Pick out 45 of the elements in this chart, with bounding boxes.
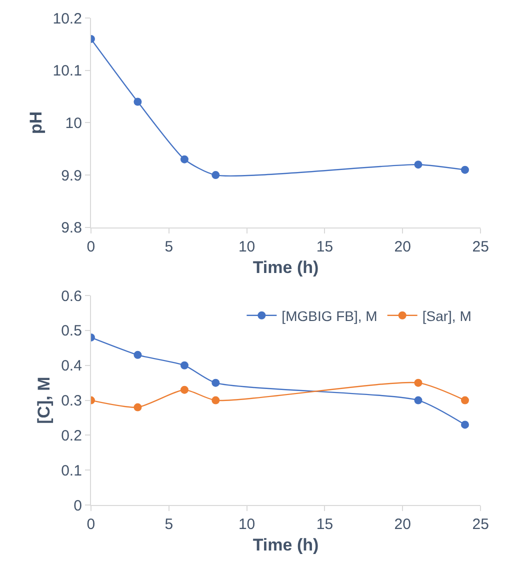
- y-tick-label: 9.9: [61, 167, 82, 184]
- point: [134, 98, 142, 106]
- point: [460, 420, 469, 429]
- x-tick-label: 10: [238, 238, 256, 256]
- y-tick-label: 0.5: [61, 322, 82, 340]
- point: [460, 166, 469, 174]
- x-axis-title: Time (h): [252, 535, 319, 554]
- x-tick-label: 5: [164, 516, 174, 533]
- x-tick-label: 25: [472, 516, 489, 533]
- x-tick-label: 0: [86, 238, 96, 256]
- y-tick-label: 0.4: [61, 358, 82, 375]
- point: [180, 361, 188, 370]
- y-tick-label: 0.3: [61, 392, 82, 410]
- y-tick-label: 10.1: [52, 62, 82, 80]
- point: [180, 155, 188, 164]
- point: [180, 386, 188, 394]
- point: [134, 350, 142, 359]
- y-tick-label: 0.1: [61, 462, 82, 480]
- point: [212, 171, 220, 180]
- x-tick-label: 10: [238, 516, 256, 533]
- y-tick-label: 10.2: [52, 10, 82, 28]
- x-tick-label: 25: [472, 238, 489, 256]
- y-tick-label: 10: [65, 114, 82, 132]
- legend-label: [Sar], M: [422, 308, 472, 324]
- x-tick-label: 0: [86, 516, 96, 533]
- x-tick-label: 15: [316, 516, 334, 533]
- x-tick-label: 15: [316, 238, 334, 256]
- point: [414, 378, 422, 387]
- y-axis-title: [C], M: [34, 376, 54, 424]
- y-tick-label: 0.6: [61, 288, 82, 305]
- point: [414, 396, 422, 404]
- y-tick-label: 0: [74, 497, 82, 514]
- x-tick-label: 20: [394, 238, 411, 256]
- y-tick-label: 0.2: [61, 427, 82, 444]
- point: [134, 403, 142, 412]
- point: [414, 160, 422, 169]
- legend-label: [MGBIG FB], M: [282, 308, 378, 324]
- x-tick-label: 5: [164, 238, 174, 256]
- x-tick-label: 20: [394, 516, 411, 533]
- y-axis-title: pH: [26, 111, 46, 134]
- point: [460, 396, 469, 404]
- point: [212, 378, 220, 387]
- y-tick-label: 9.8: [61, 220, 82, 237]
- point: [212, 396, 220, 404]
- x-axis-title: Time (h): [252, 258, 319, 277]
